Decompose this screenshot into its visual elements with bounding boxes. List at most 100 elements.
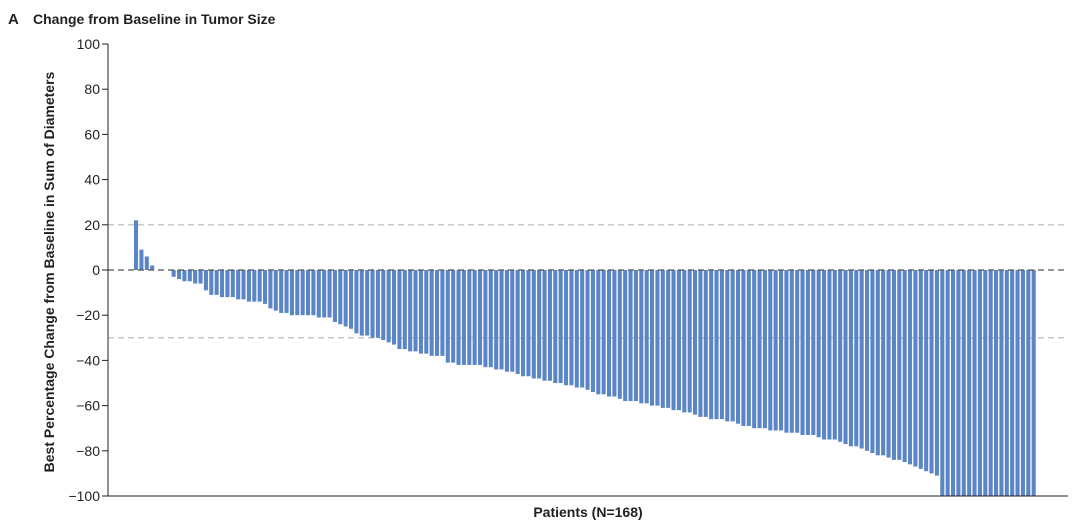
bar (295, 270, 300, 316)
bar (596, 270, 601, 395)
bar (564, 270, 569, 386)
bar (1020, 270, 1025, 496)
bar (504, 270, 509, 372)
bar (789, 270, 794, 433)
bar (187, 270, 192, 282)
bar (424, 270, 429, 354)
bar (515, 270, 520, 374)
bar (972, 270, 977, 496)
bar (488, 270, 493, 368)
y-axis: 100 80 60 40 20 0 −20 −40 −60 −80 −100 (68, 36, 109, 504)
bar (300, 270, 305, 316)
bar (590, 270, 595, 393)
bar (650, 270, 655, 406)
bar (725, 270, 730, 422)
bar (343, 270, 348, 327)
bar (241, 270, 246, 300)
bar (752, 270, 757, 429)
bar (381, 270, 386, 341)
bar (967, 270, 972, 496)
bar (999, 270, 1004, 496)
bar (461, 270, 466, 365)
bar (762, 270, 767, 429)
bar (1010, 270, 1015, 496)
bar (349, 270, 354, 329)
bar (139, 249, 144, 270)
bar (822, 270, 827, 440)
bar (709, 270, 714, 420)
bar (848, 270, 853, 447)
bar (811, 270, 816, 435)
bar (134, 220, 139, 270)
bar (805, 270, 810, 435)
bar (633, 270, 638, 402)
bar (886, 270, 891, 458)
bar (236, 270, 241, 300)
bar (435, 270, 440, 356)
bar (198, 270, 203, 284)
bar (918, 270, 923, 469)
bar (451, 270, 456, 363)
bar (768, 270, 773, 431)
bar (354, 270, 359, 334)
bar (386, 270, 391, 343)
bar (429, 270, 434, 356)
bar (897, 270, 902, 460)
y-tick-label: 40 (84, 172, 100, 188)
bar (902, 270, 907, 463)
bar (816, 270, 821, 438)
bar (177, 270, 182, 280)
bar (924, 270, 929, 472)
bar (289, 270, 294, 316)
bar (521, 270, 526, 377)
bar (526, 270, 531, 377)
bar (252, 270, 257, 302)
bar (623, 270, 628, 402)
bar (542, 270, 547, 381)
bar (698, 270, 703, 417)
y-tick-label: 80 (84, 81, 100, 97)
bar (891, 270, 896, 460)
bar (397, 270, 402, 350)
bar (203, 270, 208, 291)
bar (784, 270, 789, 433)
bar (779, 270, 784, 431)
bar (994, 270, 999, 496)
bar (327, 270, 332, 318)
bar (257, 270, 262, 302)
bar (940, 270, 945, 496)
bar (977, 270, 982, 496)
bar (660, 270, 665, 408)
bar (225, 270, 230, 298)
bar (585, 270, 590, 390)
bar (171, 270, 176, 277)
bar (736, 270, 741, 424)
bar (1004, 270, 1009, 496)
bar (988, 270, 993, 496)
bar (730, 270, 735, 422)
bar (881, 270, 886, 456)
bar (1015, 270, 1020, 496)
bar (392, 270, 397, 345)
bar (402, 270, 407, 350)
bar (639, 270, 644, 404)
y-tick-label: 100 (77, 36, 101, 52)
bar (612, 270, 617, 397)
bar (913, 270, 918, 467)
bar (209, 270, 214, 295)
bar (263, 270, 268, 304)
bar (375, 270, 380, 338)
bar (359, 270, 364, 336)
bar (311, 270, 316, 316)
y-tick-label: −20 (76, 307, 100, 323)
bar (569, 270, 574, 386)
bar (601, 270, 606, 395)
bar (870, 270, 875, 454)
bar (510, 270, 515, 372)
bar (445, 270, 450, 363)
bars (134, 220, 1036, 496)
bar (1026, 270, 1031, 496)
y-tick-label: −100 (68, 488, 100, 504)
bar (558, 270, 563, 383)
